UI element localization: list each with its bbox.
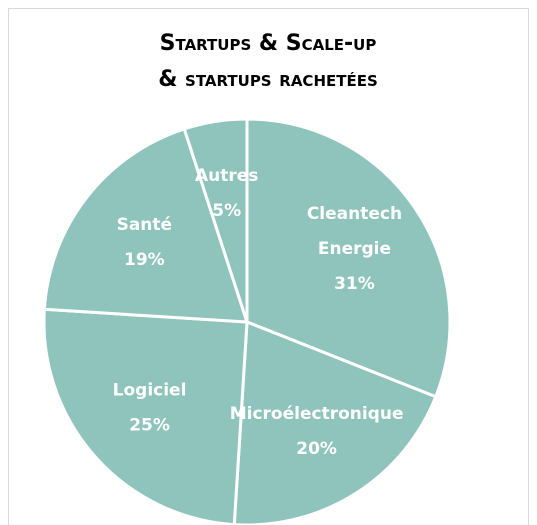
pie xyxy=(42,117,452,525)
value-label: 25% xyxy=(129,415,170,435)
chart-title: Startups & Scale-up xyxy=(160,31,377,56)
pie-slice xyxy=(232,319,438,525)
pie-slice xyxy=(42,127,250,324)
category-label: Cleantech xyxy=(307,204,402,224)
slice-label: Microélectronique xyxy=(230,404,404,424)
category-label: Microélectronique xyxy=(230,404,404,424)
chart-title: & startups rachetées xyxy=(158,67,378,92)
pie-slice xyxy=(182,117,249,323)
value-label: 31% xyxy=(334,274,375,294)
value-label: 5% xyxy=(212,201,241,221)
category-label: Energie xyxy=(318,239,391,259)
slice-label: Autres xyxy=(195,166,258,186)
pie-slice xyxy=(42,307,249,525)
category-label: Autres xyxy=(195,166,258,186)
category-label: Santé xyxy=(117,215,172,235)
value-label: 19% xyxy=(124,250,165,270)
slice-label: Santé xyxy=(117,215,172,235)
labels: Cleantech Energie 31% Microélectronique 20% L… xyxy=(113,166,404,459)
pie-slice xyxy=(245,117,452,399)
slice-label: Logiciel xyxy=(113,380,187,400)
category-label: Logiciel xyxy=(113,380,187,400)
value-label: 20% xyxy=(296,439,337,459)
slice-label: Cleantech Energie xyxy=(307,204,402,259)
